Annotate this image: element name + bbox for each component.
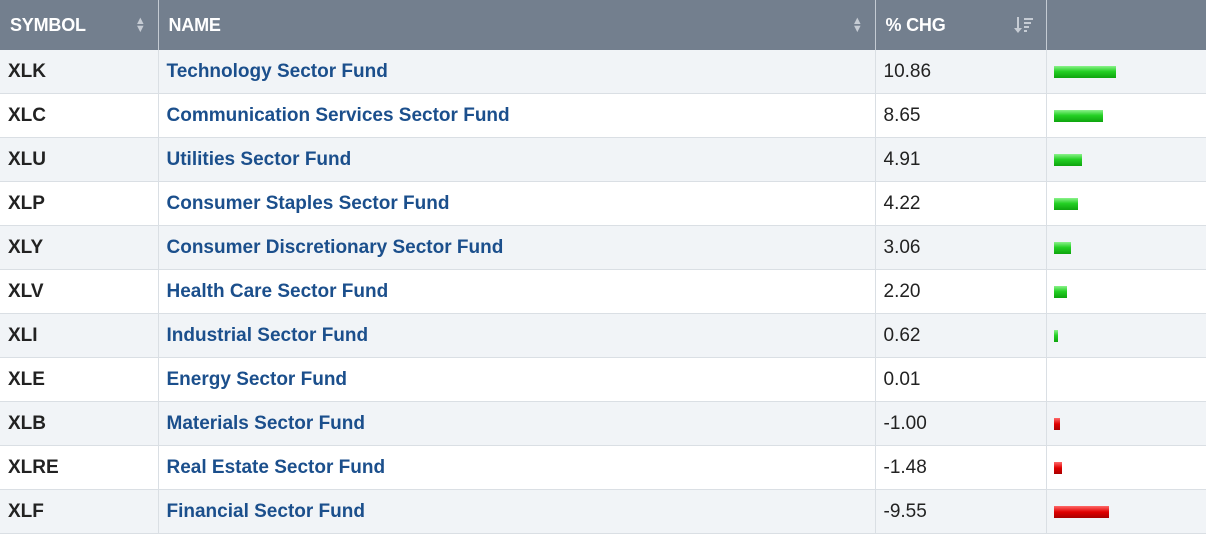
symbol-cell: XLI <box>0 313 159 358</box>
positive-change-bar <box>1053 197 1078 210</box>
negative-change-bar <box>1053 417 1060 430</box>
change-bar-cell <box>1046 93 1206 138</box>
change-bar-cell <box>1046 445 1206 490</box>
table-row[interactable]: XLY Consumer Discretionary Sector Fund 3.0… <box>0 225 1206 270</box>
name-cell: Materials Sector Fund <box>158 401 876 446</box>
table-row[interactable]: XLU Utilities Sector Fund 4.91 <box>0 137 1206 182</box>
symbol-cell: XLRE <box>0 445 159 490</box>
positive-change-bar <box>1053 329 1058 342</box>
fund-name-link[interactable]: Energy Sector Fund <box>166 368 348 390</box>
positive-change-bar <box>1053 65 1116 78</box>
change-bar-cell <box>1046 225 1206 270</box>
table-row[interactable]: XLRE Real Estate Sector Fund -1.48 <box>0 445 1206 490</box>
fund-name-link[interactable]: Utilities Sector Fund <box>166 148 352 170</box>
column-header-chg-label: % CHG <box>885 14 946 35</box>
positive-change-bar <box>1053 241 1071 254</box>
table-header-row: SYMBOL ▲ ▼ NAME ▲ ▼ % CHG <box>0 0 1206 50</box>
change-bar-cell <box>1046 357 1206 402</box>
pct-change-cell: 3.06 <box>875 225 1047 270</box>
fund-name-link[interactable]: Consumer Discretionary Sector Fund <box>166 236 504 258</box>
fund-name-link[interactable]: Industrial Sector Fund <box>166 324 369 346</box>
change-bar-cell <box>1046 50 1206 94</box>
column-header-chg[interactable]: % CHG <box>875 0 1047 50</box>
table-row[interactable]: XLK Technology Sector Fund 10.86 <box>0 50 1206 94</box>
fund-name-link[interactable]: Health Care Sector Fund <box>166 280 389 302</box>
symbol-cell: XLC <box>0 93 159 138</box>
name-cell: Consumer Discretionary Sector Fund <box>158 225 876 270</box>
symbol-cell: XLV <box>0 269 159 314</box>
name-cell: Health Care Sector Fund <box>158 269 876 314</box>
name-cell: Energy Sector Fund <box>158 357 876 402</box>
sort-both-icon[interactable]: ▲ ▼ <box>851 15 863 35</box>
table-row[interactable]: XLB Materials Sector Fund -1.00 <box>0 401 1206 446</box>
name-cell: Industrial Sector Fund <box>158 313 876 358</box>
symbol-cell: XLK <box>0 50 159 94</box>
table-row[interactable]: XLP Consumer Staples Sector Fund 4.22 <box>0 181 1206 226</box>
table-row[interactable]: XLV Health Care Sector Fund 2.20 <box>0 269 1206 314</box>
fund-name-link[interactable]: Financial Sector Fund <box>166 500 365 522</box>
symbol-cell: XLU <box>0 137 159 182</box>
change-bar-cell <box>1046 401 1206 446</box>
pct-change-cell: 4.22 <box>875 181 1047 226</box>
positive-change-bar <box>1053 153 1082 166</box>
fund-name-link[interactable]: Consumer Staples Sector Fund <box>166 192 450 214</box>
column-header-bar <box>1046 0 1206 50</box>
fund-name-link[interactable]: Materials Sector Fund <box>166 412 366 434</box>
column-header-symbol[interactable]: SYMBOL ▲ ▼ <box>0 0 159 50</box>
sort-both-icon[interactable]: ▲ ▼ <box>134 15 146 35</box>
pct-change-cell: -1.00 <box>875 401 1047 446</box>
negative-change-bar <box>1053 505 1109 518</box>
name-cell: Communication Services Sector Fund <box>158 93 876 138</box>
name-cell: Technology Sector Fund <box>158 50 876 94</box>
symbol-cell: XLF <box>0 489 159 534</box>
symbol-cell: XLY <box>0 225 159 270</box>
fund-name-link[interactable]: Communication Services Sector Fund <box>166 104 510 126</box>
negative-change-bar <box>1053 461 1062 474</box>
pct-change-cell: -9.55 <box>875 489 1047 534</box>
fund-name-link[interactable]: Technology Sector Fund <box>166 60 388 82</box>
pct-change-cell: 10.86 <box>875 50 1047 94</box>
positive-change-bar <box>1053 109 1103 122</box>
pct-change-cell: 8.65 <box>875 93 1047 138</box>
column-header-symbol-label: SYMBOL <box>10 14 86 35</box>
name-cell: Consumer Staples Sector Fund <box>158 181 876 226</box>
positive-change-bar <box>1053 285 1067 298</box>
name-cell: Utilities Sector Fund <box>158 137 876 182</box>
pct-change-cell: 2.20 <box>875 269 1047 314</box>
table-row[interactable]: XLF Financial Sector Fund -9.55 <box>0 489 1206 534</box>
change-bar-cell <box>1046 269 1206 314</box>
change-bar-cell <box>1046 313 1206 358</box>
sort-descending-icon[interactable] <box>1013 16 1034 34</box>
pct-change-cell: 4.91 <box>875 137 1047 182</box>
fund-name-link[interactable]: Real Estate Sector Fund <box>166 456 386 478</box>
table-row[interactable]: XLC Communication Services Sector Fund 8.6… <box>0 93 1206 138</box>
name-cell: Financial Sector Fund <box>158 489 876 534</box>
symbol-cell: XLP <box>0 181 159 226</box>
change-bar-cell <box>1046 137 1206 182</box>
change-bar-cell <box>1046 181 1206 226</box>
column-header-name-label: NAME <box>168 14 221 35</box>
name-cell: Real Estate Sector Fund <box>158 445 876 490</box>
pct-change-cell: -1.48 <box>875 445 1047 490</box>
symbol-cell: XLE <box>0 357 159 402</box>
table-row[interactable]: XLE Energy Sector Fund 0.01 <box>0 357 1206 402</box>
column-header-name[interactable]: NAME ▲ ▼ <box>158 0 876 50</box>
table-row[interactable]: XLI Industrial Sector Fund 0.62 <box>0 313 1206 358</box>
pct-change-cell: 0.62 <box>875 313 1047 358</box>
change-bar-cell <box>1046 489 1206 534</box>
symbol-cell: XLB <box>0 401 159 446</box>
table-body: XLK Technology Sector Fund 10.86 XLC Communi… <box>0 50 1206 534</box>
pct-change-cell: 0.01 <box>875 357 1047 402</box>
